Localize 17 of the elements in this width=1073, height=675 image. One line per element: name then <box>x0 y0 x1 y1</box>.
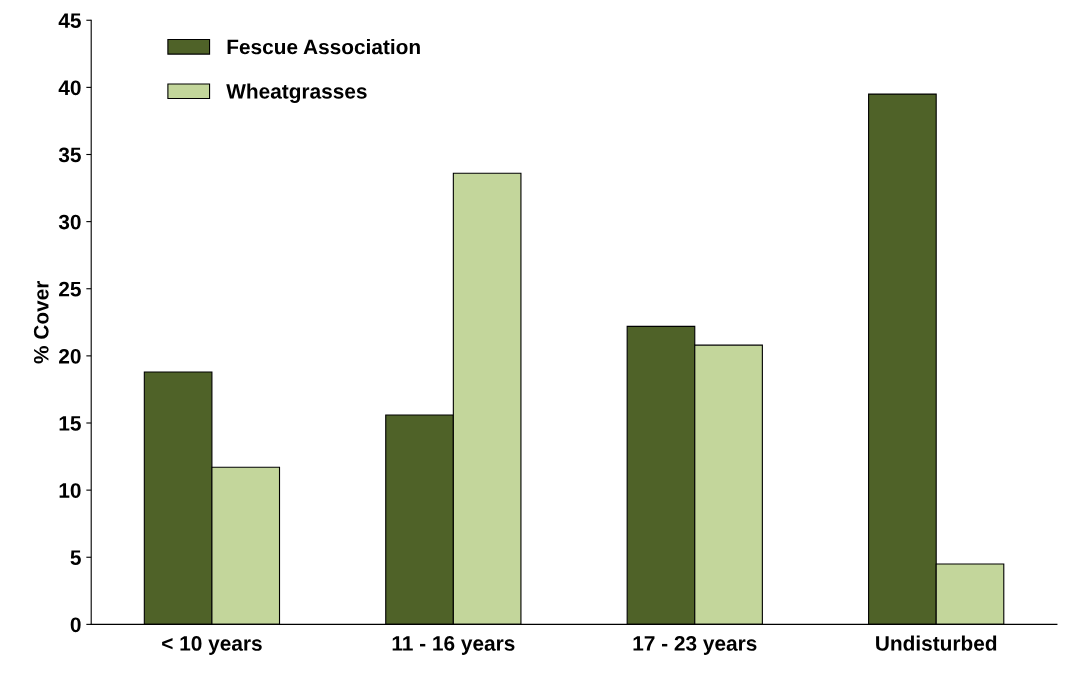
y-tick-label: 45 <box>58 13 81 28</box>
legend-label: Fescue Association <box>227 39 420 55</box>
y-tick-label: 35 <box>58 147 81 163</box>
y-tick-label: 20 <box>59 348 81 364</box>
y-tick-label: 5 <box>70 550 81 565</box>
y-tick-label: 0 <box>70 617 81 633</box>
y-tick-label: 30 <box>58 214 81 230</box>
x-tick-label: < 10 years <box>162 636 262 655</box>
y-tick-label: 40 <box>58 80 81 96</box>
y-axis-title: % Cover <box>33 280 49 364</box>
y-tick-label: 15 <box>59 416 81 431</box>
x-tick-label: 11 - 16 years <box>392 636 515 655</box>
x-tick-label: Undisturbed <box>876 635 997 651</box>
x-tick-label: 17 - 23 years <box>633 636 757 655</box>
y-tick-label: 10 <box>59 483 81 498</box>
y-tick-label: 25 <box>59 281 81 297</box>
legend-label: Wheatgrasses <box>226 83 367 103</box>
